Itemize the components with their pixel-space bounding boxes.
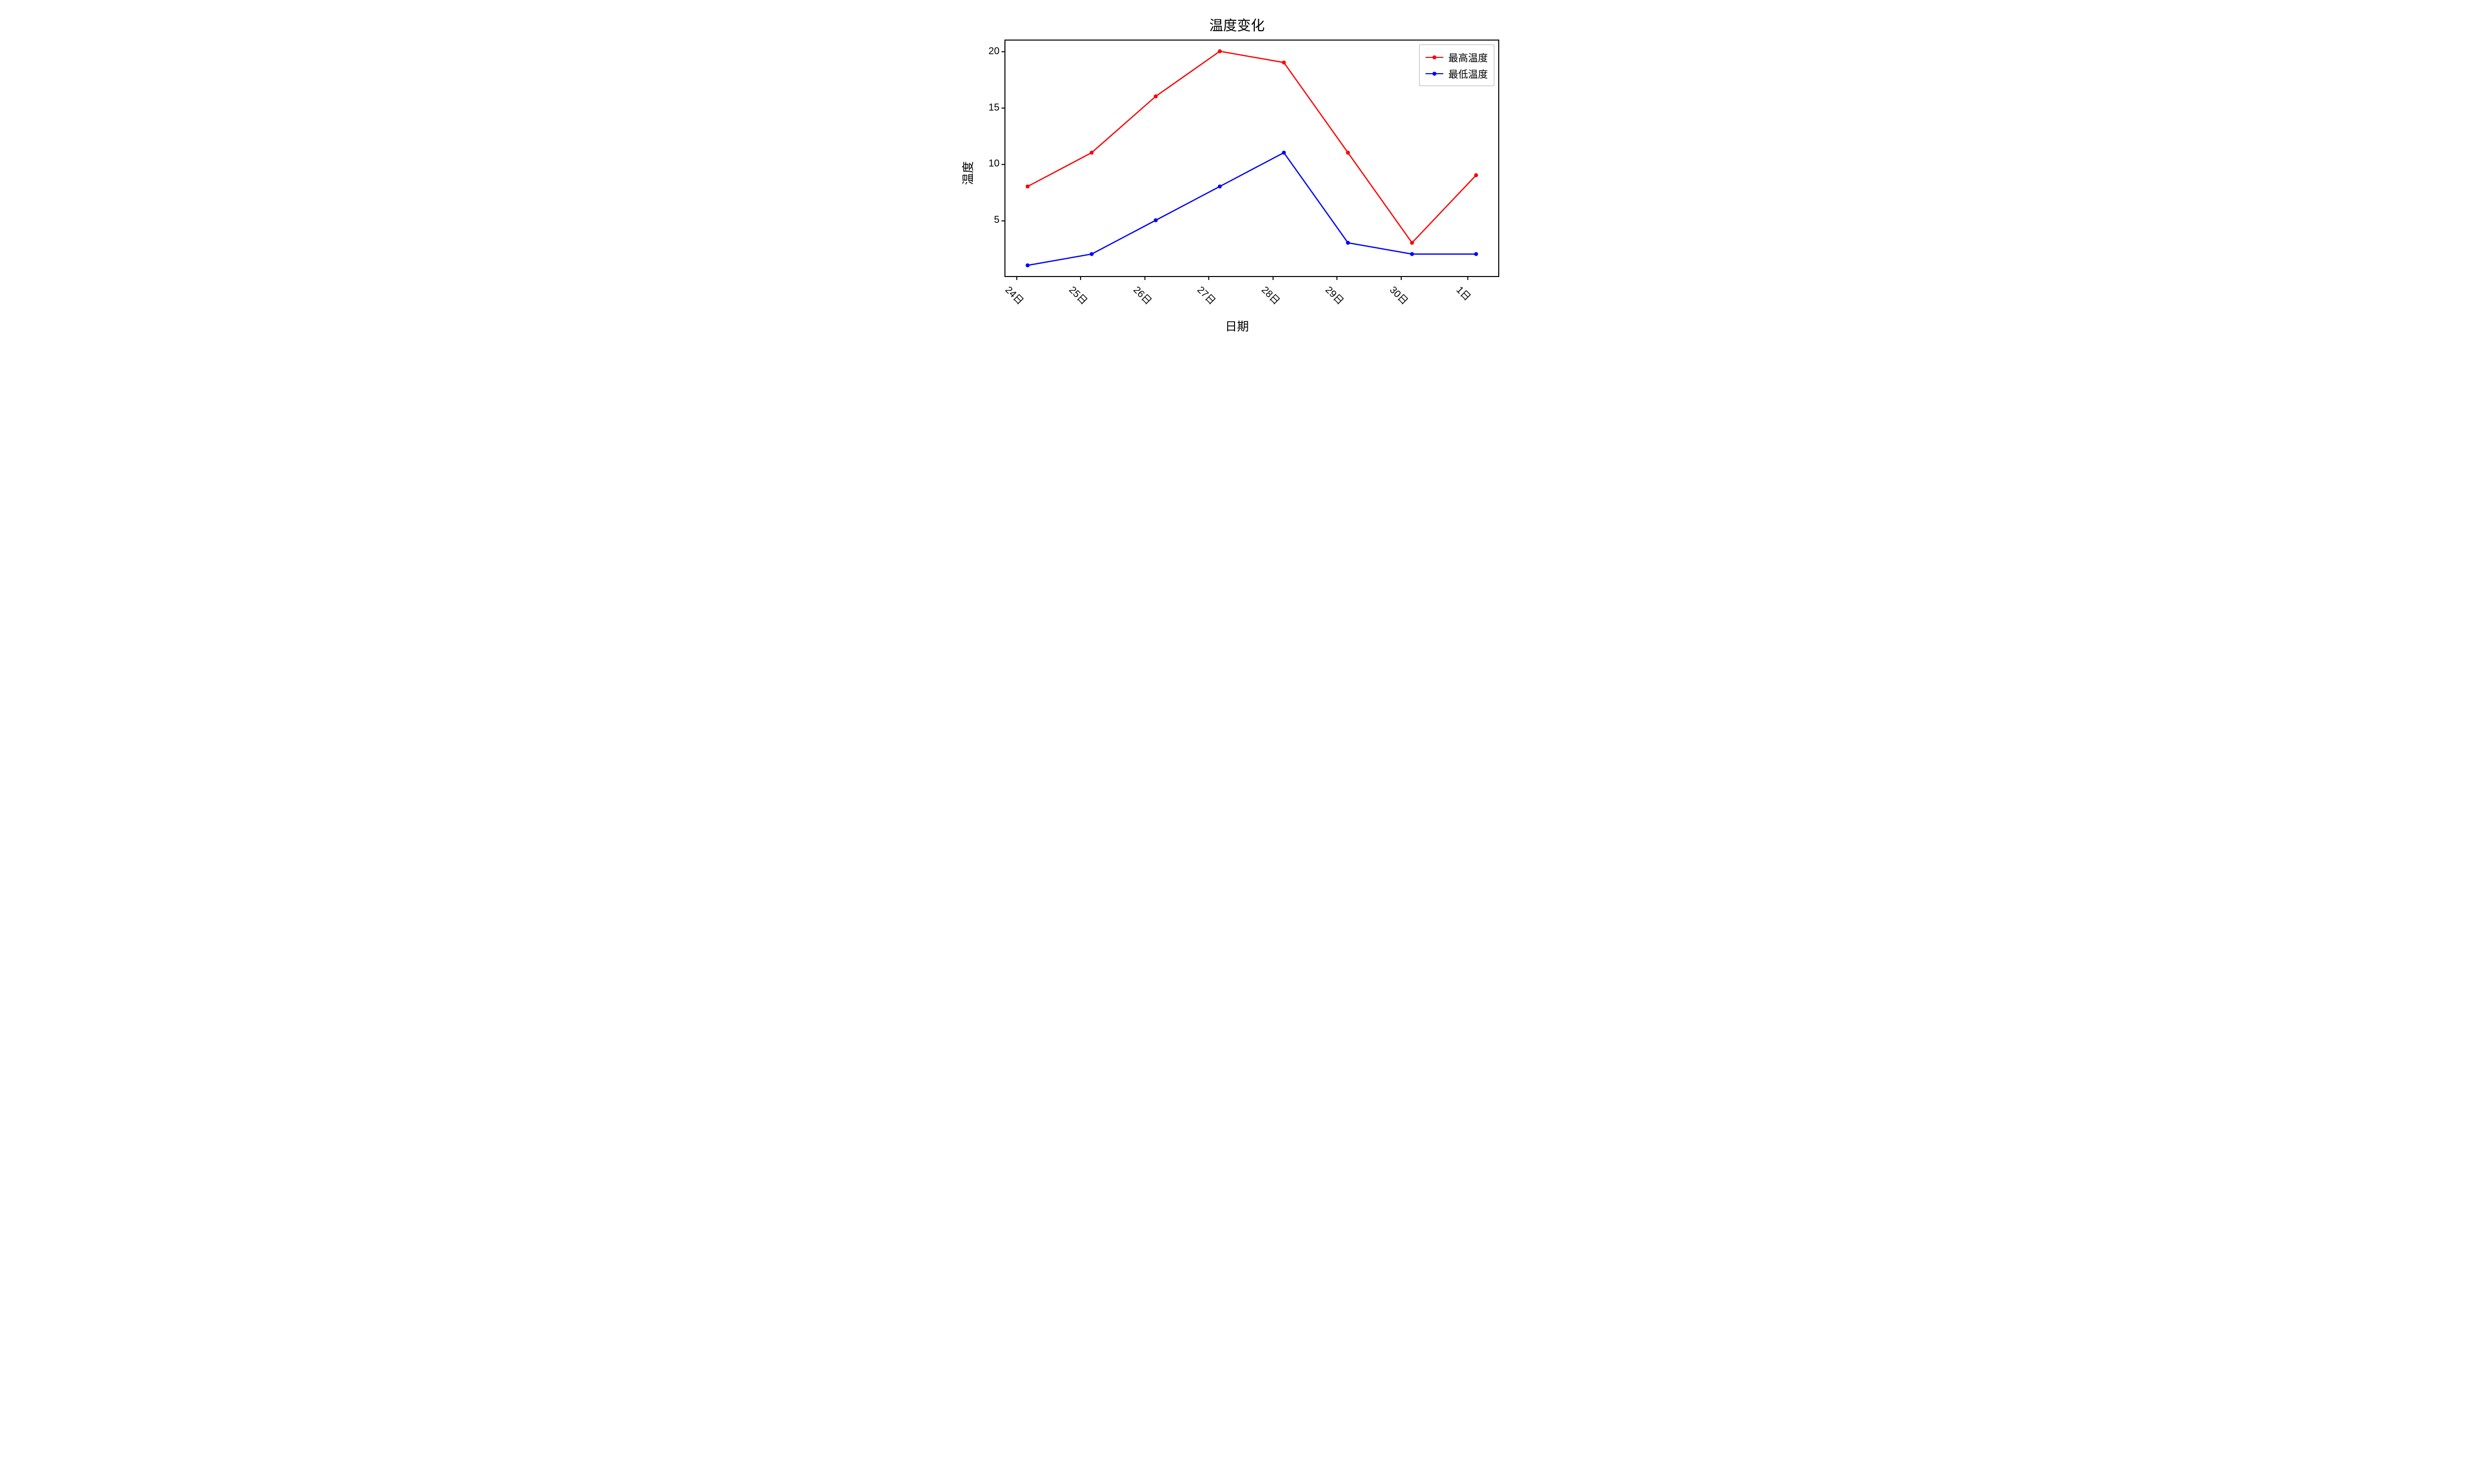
temperature-chart: 温度变化 温度 日期 最高温度最低温度 5 10 15 20 24日 25日 26日 27日 2… <box>950 10 1524 336</box>
series-marker <box>1026 185 1030 188</box>
legend-swatch <box>1426 73 1443 74</box>
y-tick: 20 <box>989 46 1005 57</box>
legend-label: 最低温度 <box>1448 66 1488 81</box>
y-tick: 15 <box>989 102 1005 113</box>
y-tick: 5 <box>994 215 1005 226</box>
legend-label: 最高温度 <box>1448 50 1488 64</box>
x-tick: 26日 <box>1129 276 1160 307</box>
x-tick: 24日 <box>1001 276 1032 307</box>
series-line <box>1028 51 1476 243</box>
y-tick: 10 <box>989 158 1005 170</box>
series-marker <box>1410 252 1414 256</box>
x-tick: 30日 <box>1385 276 1417 307</box>
series-marker <box>1218 185 1222 188</box>
x-tick: 27日 <box>1193 276 1225 307</box>
series-marker <box>1090 252 1094 256</box>
series-marker <box>1282 60 1286 64</box>
series-marker <box>1154 218 1158 222</box>
legend: 最高温度最低温度 <box>1419 45 1494 86</box>
y-axis-label: 温度 <box>958 161 976 185</box>
legend-swatch <box>1426 57 1443 58</box>
x-tick: 29日 <box>1322 276 1353 307</box>
series-line <box>1028 153 1476 266</box>
series-marker <box>1346 151 1350 155</box>
x-axis-label: 日期 <box>950 317 1524 334</box>
chart-title: 温度变化 <box>950 15 1524 35</box>
legend-item: 最低温度 <box>1426 65 1488 82</box>
series-marker <box>1410 241 1414 245</box>
plot-area: 最高温度最低温度 510152024日25日26日27日28日29日30日1日 <box>1004 40 1499 277</box>
series-marker <box>1218 49 1222 53</box>
series-marker <box>1346 241 1350 245</box>
series-marker <box>1090 151 1094 155</box>
series-marker <box>1474 173 1478 177</box>
series-marker <box>1474 252 1478 256</box>
series-marker <box>1026 263 1030 267</box>
x-tick: 28日 <box>1257 276 1288 307</box>
x-tick: 1日 <box>1452 276 1479 303</box>
legend-item: 最高温度 <box>1426 49 1488 65</box>
x-tick: 25日 <box>1065 276 1096 307</box>
series-marker <box>1154 94 1158 98</box>
series-marker <box>1282 151 1286 155</box>
